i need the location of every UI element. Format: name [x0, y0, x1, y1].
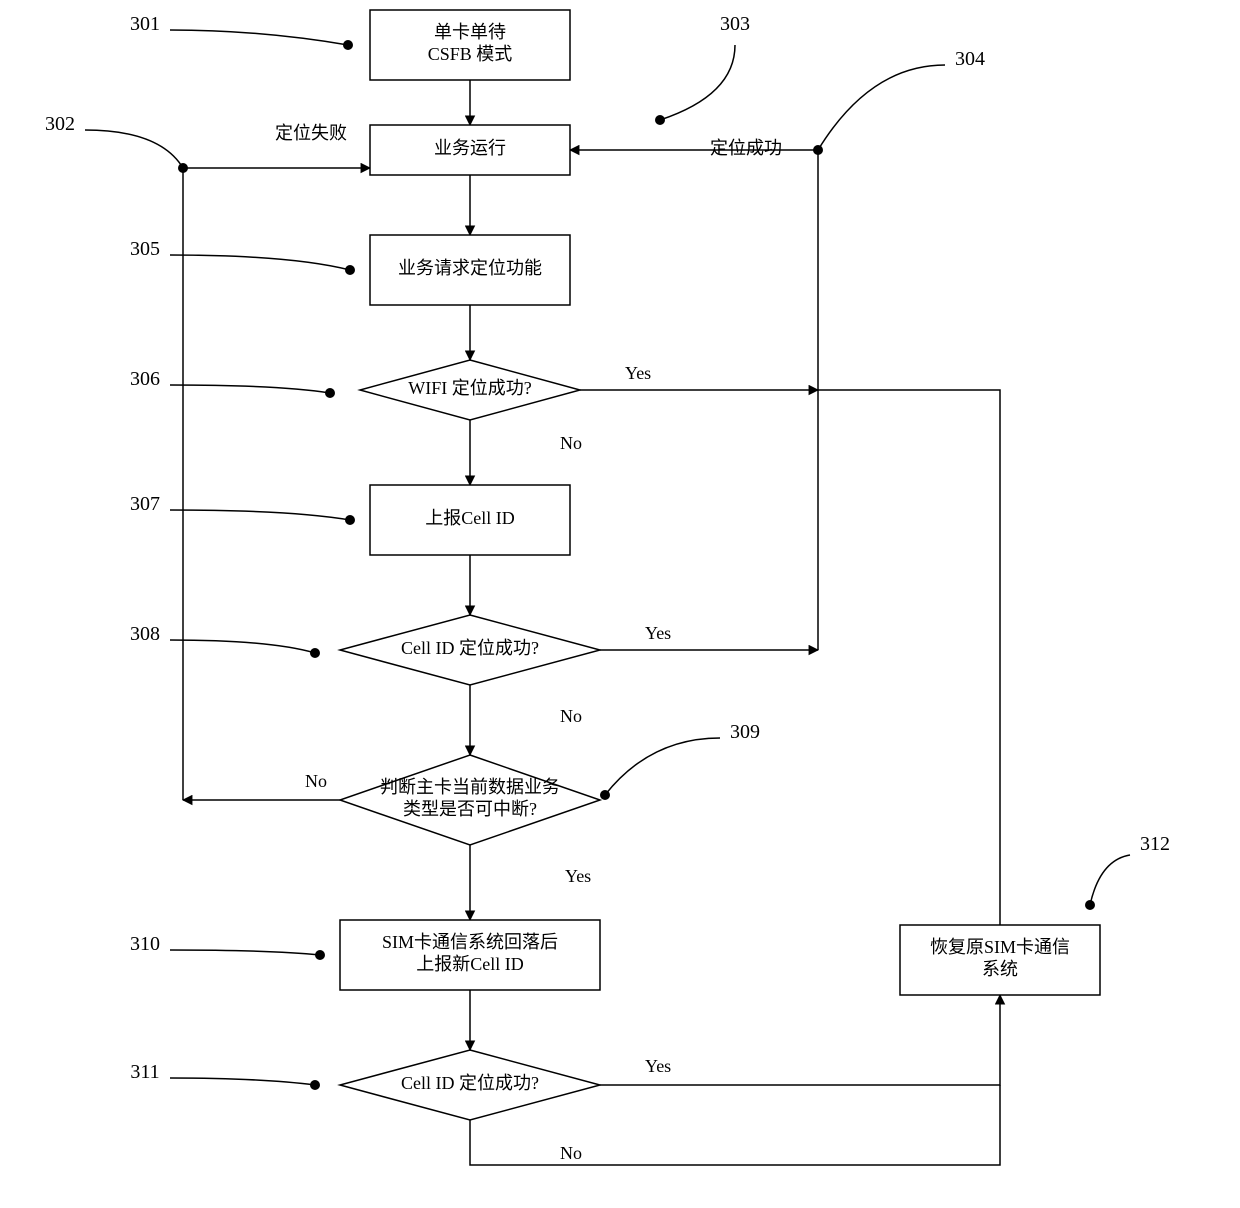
callout-dot-r303 [655, 115, 665, 125]
callout-dot-r308 [310, 648, 320, 658]
node-label-n301-0: 单卡单待 [434, 22, 506, 42]
edge-label-e306yes: Yes [625, 363, 651, 383]
callout-text-r303: 303 [720, 13, 750, 35]
edge-label-label_success: 定位成功 [710, 138, 782, 158]
node-n312: 恢复原SIM卡通信系统 [900, 925, 1100, 995]
callout-dot-r310 [315, 950, 325, 960]
callout-leader-r301 [170, 30, 348, 45]
node-label-n310-0: SIM卡通信系统回落后 [382, 932, 558, 952]
node-label-n310-1: 上报新Cell ID [416, 954, 524, 974]
callout-text-r302: 302 [45, 113, 75, 135]
edge-label-e6: No [560, 706, 582, 726]
callout-dot-r306 [325, 388, 335, 398]
edge-label-e7: Yes [565, 866, 591, 886]
edge-label-e311no: No [560, 1143, 582, 1163]
node-n301: 单卡单待CSFB 模式 [370, 10, 570, 80]
callout-text-r310: 310 [130, 933, 160, 955]
callout-leader-r303 [660, 45, 735, 120]
edge-label-e4: No [560, 433, 582, 453]
flowchart-canvas: NoNoYesYesYes定位成功No定位失败YesNo单卡单待CSFB 模式业… [0, 0, 1240, 1208]
callout-leader-r312 [1090, 855, 1130, 905]
edge-label-e309no: No [305, 771, 327, 791]
edge-label-e308yes: Yes [645, 623, 671, 643]
callout-leader-r304 [818, 65, 945, 150]
node-label-n303-0: 业务运行 [434, 138, 506, 158]
node-n311: Cell ID 定位成功? [340, 1050, 600, 1120]
edge-label-e311yes: Yes [645, 1056, 671, 1076]
callout-leader-r311 [170, 1078, 315, 1085]
node-n309: 判断主卡当前数据业务类型是否可中断? [340, 755, 600, 845]
node-n308: Cell ID 定位成功? [340, 615, 600, 685]
callout-text-r309: 309 [730, 721, 760, 743]
node-n307: 上报Cell ID [370, 485, 570, 555]
callout-leader-r308 [170, 640, 315, 653]
callout-text-r301: 301 [130, 13, 160, 35]
callout-text-r308: 308 [130, 623, 160, 645]
callout-dot-r311 [310, 1080, 320, 1090]
callout-dot-r304 [813, 145, 823, 155]
node-label-n311-0: Cell ID 定位成功? [401, 1073, 539, 1093]
callout-dot-r312 [1085, 900, 1095, 910]
callout-leader-r302 [85, 130, 183, 168]
edge-e312_to_bus [818, 390, 1000, 925]
callout-dot-r302 [178, 163, 188, 173]
node-label-n305-0: 业务请求定位功能 [398, 258, 542, 278]
node-label-n312-0: 恢复原SIM卡通信 [930, 937, 1070, 957]
callout-dot-r309 [600, 790, 610, 800]
callout-leader-r305 [170, 255, 350, 270]
node-n306: WIFI 定位成功? [360, 360, 580, 420]
callout-text-r307: 307 [130, 493, 160, 515]
callout-text-r305: 305 [130, 238, 160, 260]
node-n305: 业务请求定位功能 [370, 235, 570, 305]
callout-leader-r309 [605, 738, 720, 795]
callout-dot-r305 [345, 265, 355, 275]
node-n310: SIM卡通信系统回落后上报新Cell ID [340, 920, 600, 990]
node-label-n312-1: 系统 [982, 959, 1018, 979]
node-label-n308-0: Cell ID 定位成功? [401, 638, 539, 658]
edge-bus_left_up [183, 168, 370, 800]
callout-text-r311: 311 [130, 1061, 159, 1083]
callout-leader-r307 [170, 510, 350, 520]
node-label-n306-0: WIFI 定位成功? [408, 378, 531, 398]
edge-bus_right_up [570, 150, 818, 650]
node-label-n309-0: 判断主卡当前数据业务 [380, 777, 560, 797]
node-label-n301-1: CSFB 模式 [428, 44, 513, 64]
callout-text-r312: 312 [1140, 833, 1170, 855]
callout-leader-r306 [170, 385, 330, 393]
callout-text-r306: 306 [130, 368, 160, 390]
edge-label-label_fail: 定位失败 [275, 123, 347, 143]
callout-leader-r310 [170, 950, 320, 955]
node-label-n307-0: 上报Cell ID [425, 508, 515, 528]
node-label-n309-1: 类型是否可中断? [403, 799, 537, 819]
callout-dot-r307 [345, 515, 355, 525]
node-n303: 业务运行 [370, 125, 570, 175]
callout-text-r304: 304 [955, 48, 985, 70]
callout-dot-r301 [343, 40, 353, 50]
